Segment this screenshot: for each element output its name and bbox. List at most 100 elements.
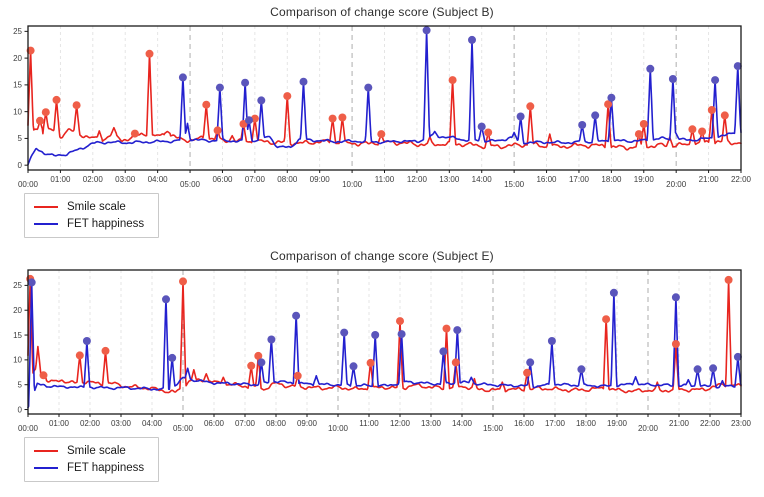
peak-marker-smile-scale	[448, 76, 457, 85]
x-tick-label: 09:00	[310, 175, 331, 184]
x-tick-label: 19:00	[607, 419, 628, 428]
peak-marker-smile-scale	[484, 128, 493, 137]
peak-marker-fet-happiness	[477, 122, 486, 131]
legend-subject-e: Smile scale FET happiness	[24, 437, 160, 482]
peak-marker-fet-happiness	[82, 337, 91, 345]
x-tick-label: 22:00	[700, 419, 721, 428]
x-tick-label: 01:00	[50, 175, 71, 184]
peak-marker-smile-scale	[41, 108, 50, 117]
chart-subject-b: 00:00 01:00 02:00 03:00 04:00 05:00 06:00 07:00…	[13, 25, 752, 189]
x-tick-label: 23:00	[731, 419, 752, 428]
peak-marker-smile-scale	[213, 126, 222, 135]
peak-marker-fet-happiness	[27, 278, 36, 287]
y-tick-label: 5	[18, 134, 23, 143]
x-tick-label: 07:00	[245, 175, 266, 184]
peak-marker-smile-scale	[202, 100, 211, 109]
x-tick-label: 08:00	[266, 419, 287, 428]
x-tick-label: 12:00	[407, 175, 428, 184]
series-line-fet-happiness	[27, 29, 742, 166]
peak-marker-fet-happiness	[439, 347, 448, 356]
y-tick-label: 25	[13, 27, 22, 36]
peak-marker-fet-happiness	[349, 362, 358, 371]
peak-marker-smile-scale	[293, 371, 302, 380]
peak-marker-smile-scale	[523, 368, 532, 377]
y-tick-label: 20	[13, 306, 22, 315]
x-tick-label: 16:00	[536, 175, 557, 184]
x-tick-label: 10:00	[342, 180, 363, 189]
x-tick-label: 18:00	[576, 419, 597, 428]
peak-marker-smile-scale	[707, 106, 716, 114]
peak-marker-fet-happiness	[693, 365, 702, 374]
peak-marker-fet-happiness	[591, 111, 600, 120]
peak-marker-fet-happiness	[516, 112, 525, 121]
peak-marker-smile-scale	[526, 102, 535, 111]
peak-marker-smile-scale	[254, 351, 263, 360]
peak-marker-fet-happiness	[168, 353, 177, 362]
peak-marker-smile-scale	[377, 130, 386, 139]
peak-marker-smile-scale	[75, 351, 84, 360]
legend-line-fet-happiness	[34, 222, 58, 225]
peak-marker-smile-scale	[720, 111, 729, 120]
peak-marker-fet-happiness	[299, 77, 308, 86]
plot-border	[27, 269, 742, 415]
x-tick-label: 14:00	[472, 175, 493, 184]
peak-marker-fet-happiness	[668, 75, 677, 83]
peak-marker-fet-happiness	[371, 331, 380, 339]
series-line-smile-scale	[27, 278, 742, 394]
x-tick-label: 18:00	[601, 175, 622, 184]
peak-marker-fet-happiness	[397, 330, 406, 339]
peak-marker-fet-happiness	[671, 293, 680, 302]
peak-marker-smile-scale	[688, 125, 697, 134]
peak-marker-smile-scale	[671, 340, 680, 348]
peak-marker-smile-scale	[179, 277, 187, 286]
x-tick-label: 17:00	[569, 175, 590, 184]
peak-marker-fet-happiness	[578, 121, 587, 129]
peak-marker-smile-scale	[396, 317, 404, 326]
chart-block-subject-e: Comparison of change score (Subject E) 0…	[0, 248, 764, 482]
x-tick-label: 21:00	[699, 175, 720, 184]
legend-label-smile-scale: Smile scale	[67, 200, 126, 213]
x-tick-label: 09:00	[297, 419, 318, 428]
peak-marker-fet-happiness	[267, 335, 276, 344]
peak-marker-fet-happiness	[178, 73, 187, 82]
peak-marker-fet-happiness	[340, 328, 349, 337]
x-tick-label: 03:00	[115, 175, 136, 184]
legend-label-smile-scale: Smile scale	[67, 444, 126, 457]
peak-marker-fet-happiness	[609, 288, 618, 297]
x-tick-label: 13:00	[421, 419, 442, 428]
peak-marker-smile-scale	[283, 92, 292, 101]
peak-marker-fet-happiness	[364, 83, 373, 92]
chart-title-subject-b: Comparison of change score (Subject B)	[270, 5, 494, 19]
peak-marker-fet-happiness	[241, 78, 250, 87]
x-tick-label: 17:00	[545, 419, 566, 428]
x-tick-label: 02:00	[80, 419, 101, 428]
peak-marker-fet-happiness	[526, 358, 535, 367]
peak-marker-fet-happiness	[733, 352, 742, 361]
x-tick-label: 16:00	[514, 419, 535, 428]
y-tick-label: 25	[13, 281, 22, 290]
x-tick-label: 13:00	[439, 175, 460, 184]
x-tick-label: 20:00	[666, 180, 687, 189]
y-tick-label: 20	[13, 54, 22, 63]
chart-subject-e: 00:00 01:00 02:00 03:00 04:00 05:00 06:00 07:00…	[13, 269, 752, 433]
peak-marker-fet-happiness	[292, 311, 301, 320]
y-tick-label: 10	[13, 108, 22, 117]
peak-marker-smile-scale	[366, 358, 375, 367]
series-line-fet-happiness	[27, 281, 742, 409]
x-tick-label: 00:00	[18, 180, 39, 189]
y-tick-label: 0	[18, 405, 23, 414]
peak-marker-smile-scale	[442, 324, 451, 333]
peak-marker-fet-happiness	[646, 64, 655, 73]
series-line-smile-scale	[27, 49, 742, 151]
legend-subject-b: Smile scale FET happiness	[24, 193, 160, 238]
chart-block-subject-b: Comparison of change score (Subject B) 0…	[0, 4, 764, 238]
x-tick-label: 06:00	[212, 175, 233, 184]
x-tick-label: 05:00	[180, 180, 201, 189]
x-tick-label: 02:00	[83, 175, 104, 184]
x-tick-label: 01:00	[49, 419, 70, 428]
peak-marker-fet-happiness	[607, 93, 616, 102]
legend-line-smile-scale	[34, 449, 58, 452]
peak-marker-smile-scale	[634, 130, 643, 139]
peak-marker-smile-scale	[130, 129, 139, 138]
